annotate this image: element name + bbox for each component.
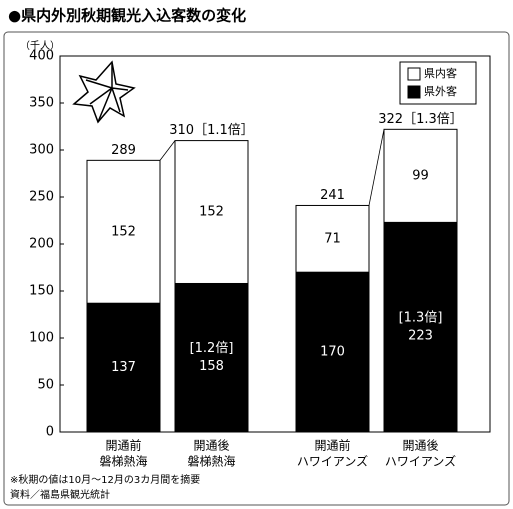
y-tick-label: 350: [29, 96, 54, 111]
y-tick-label: 300: [29, 143, 54, 158]
chart-title: ●県内外別秋期観光入込客数の変化: [8, 7, 246, 25]
y-tick-label: 0: [46, 425, 54, 440]
bar-segment: [295, 204, 370, 273]
leaf-icon: [72, 60, 136, 124]
segment-note: [1.3倍]: [399, 311, 443, 326]
connector: [368, 129, 385, 206]
total-label: 310［1.1倍］: [169, 123, 254, 138]
y-tick-label: 400: [29, 49, 54, 64]
y-tick-label: 250: [29, 190, 54, 205]
total-label: 289: [111, 143, 136, 158]
bar-segment: [383, 221, 458, 433]
legend-label: 県外客: [424, 84, 457, 98]
x-tick-label: 開通前: [314, 438, 350, 453]
y-axis-label: （千人）: [20, 40, 60, 52]
value-label: 152: [111, 224, 136, 239]
value-label: 99: [412, 168, 429, 183]
footnote: 資料／福島県観光統計: [10, 488, 110, 501]
legend-label: 県内客: [424, 66, 457, 80]
value-label: 158: [199, 359, 224, 374]
value-label: 71: [324, 231, 341, 246]
bar-segment: [295, 271, 370, 433]
x-tick-label: 開通後: [402, 439, 438, 453]
x-tick-label: ハワイアンズ: [385, 454, 456, 469]
segment-note: [1.2倍]: [190, 341, 234, 356]
value-label: 170: [320, 345, 345, 360]
total-label: 322［1.3倍］: [378, 112, 463, 127]
bar-segment: [174, 140, 249, 284]
y-tick-label: 100: [29, 331, 54, 346]
value-label: 223: [408, 329, 433, 344]
bar-segment: [86, 159, 161, 304]
value-label: 152: [199, 205, 224, 220]
footnote: ※秋期の値は10月～12月の3カ月間を摘要: [10, 473, 200, 486]
y-tick-label: 50: [37, 378, 54, 393]
value-label: 137: [111, 360, 136, 375]
x-tick-label: 開通後: [193, 439, 229, 453]
x-tick-label: 磐梯熱海: [99, 454, 147, 469]
frame: [3, 31, 510, 506]
y-tick-label: 200: [29, 237, 54, 252]
bar-segment: [383, 128, 458, 223]
connector: [159, 140, 176, 161]
x-tick-label: ハワイアンズ: [297, 454, 368, 469]
legend-swatch: [407, 67, 421, 81]
total-label: 241: [320, 188, 345, 203]
bar-segment: [86, 302, 161, 433]
bar-segment: [174, 282, 249, 433]
y-tick-label: 150: [29, 284, 54, 299]
legend-swatch: [407, 85, 421, 99]
x-tick-label: 開通前: [105, 438, 141, 453]
x-tick-label: 磐梯熱海: [187, 454, 235, 469]
